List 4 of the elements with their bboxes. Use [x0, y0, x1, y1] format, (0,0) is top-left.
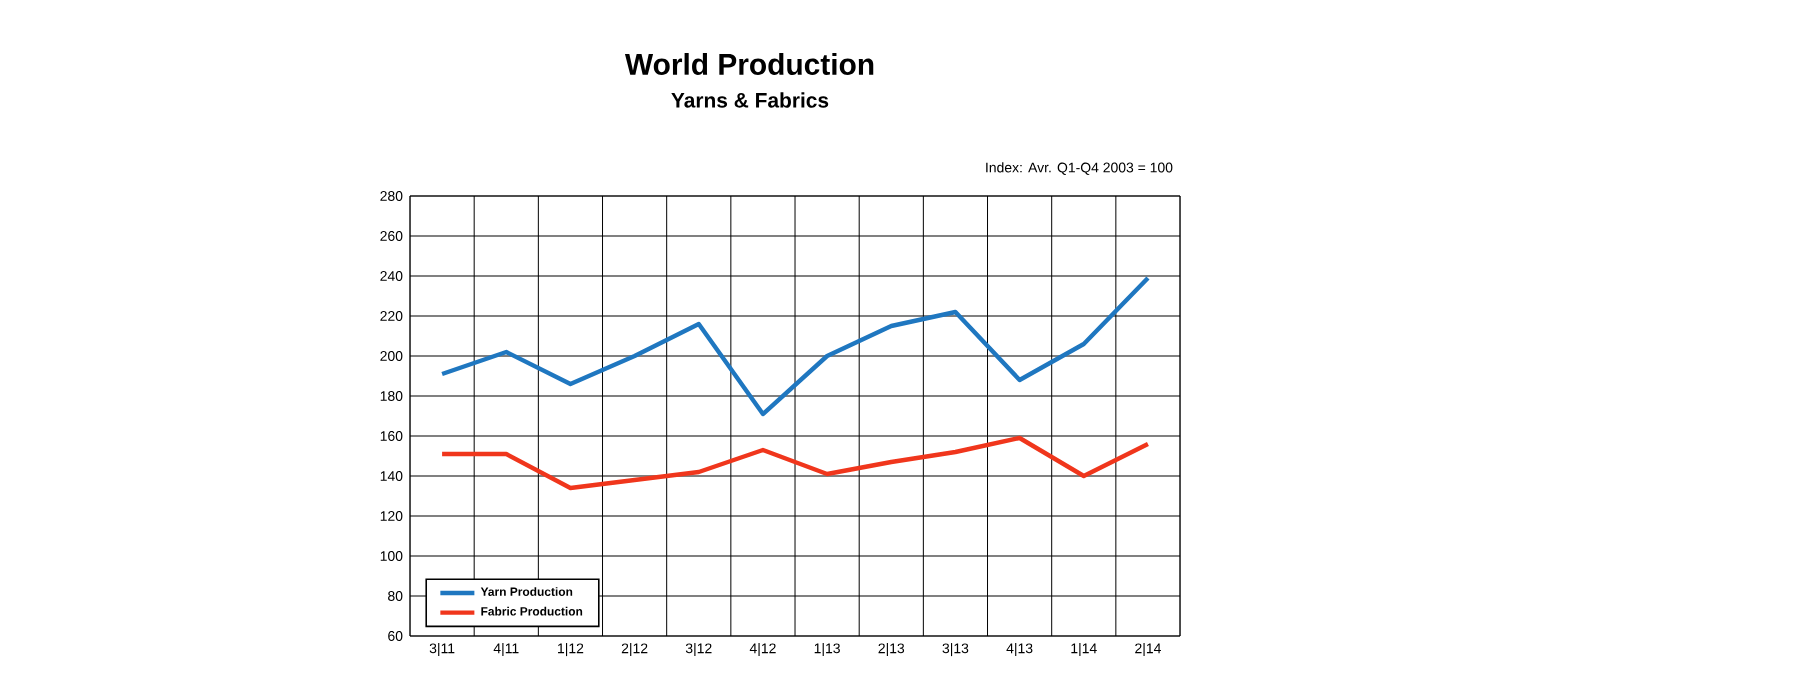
chart-title: World Production	[624, 53, 874, 75]
line-series	[439, 275, 1151, 417]
chart-subtitle: Yarns & Fabrics	[671, 92, 829, 108]
line-series	[439, 435, 1151, 491]
